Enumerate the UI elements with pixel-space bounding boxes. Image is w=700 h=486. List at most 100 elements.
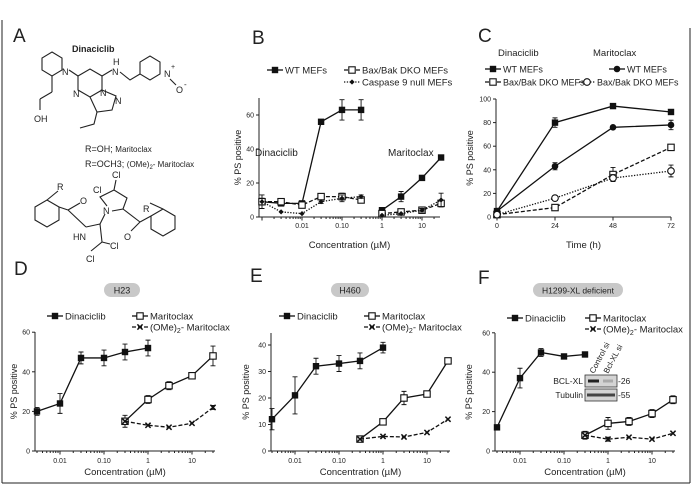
legend-label: WT MEFs: [627, 64, 667, 74]
charge-plus: +: [171, 64, 175, 71]
marker-x: [604, 436, 612, 443]
marker-x: [121, 418, 129, 425]
marker-diamond-filled: [419, 207, 425, 213]
marker-circle-open: [667, 167, 675, 175]
y-tick-label: 30: [258, 369, 266, 376]
marker-square-open: [165, 381, 173, 390]
marker-square-open: [667, 143, 675, 152]
x-tick-label: 24: [551, 223, 559, 230]
cell-line-badge-h1299: H1299-XL deficient: [533, 283, 623, 297]
band-tubulin: [587, 393, 615, 397]
x-tick-label: 0: [495, 223, 499, 230]
marker-diamond-filled: [339, 195, 345, 201]
y-tick-label: 100: [479, 97, 491, 104]
marker-square-filled: [560, 353, 568, 360]
legend-label: WT MEFs: [503, 64, 543, 74]
marker-diamond-filled: [278, 209, 284, 215]
y-tick-label: 0: [487, 215, 491, 222]
marker-square-filled: [667, 108, 675, 116]
marker-square-filled: [493, 424, 501, 431]
dinaciclib-structure: Dinaciclib OH N N N N N H N + O -: [34, 44, 187, 129]
y-tick-label: 0: [262, 449, 266, 456]
r-oh-line: R=OH; Maritoclax: [85, 144, 152, 154]
marker-square-filled: [33, 408, 41, 415]
marker-square-filled: [312, 363, 320, 370]
y-axis-label: % PS positive: [233, 130, 243, 186]
legend-item: Bax/Bak DKO MEFs: [579, 77, 679, 87]
legend-label: (OMe)2- Maritoclax: [382, 322, 462, 335]
marker-diamond-filled: [259, 199, 265, 205]
legend-label: Maritoclax: [382, 311, 426, 322]
marker-square-open: [669, 396, 677, 404]
series-2: [493, 119, 675, 215]
marker-square-open: [144, 395, 152, 404]
panel-letter-b: B: [252, 28, 265, 49]
legend-label: Bax/Bak DKO MEFs: [597, 77, 679, 87]
series-0: [268, 341, 387, 431]
marker-square-filled: [283, 312, 291, 320]
marker-x: [444, 416, 452, 423]
series-line: [381, 199, 442, 216]
legend-item: Bax/Bak DKO MEFs: [344, 65, 448, 76]
x-axis-label: Time (h): [566, 240, 601, 251]
chart-panel-f: 0 20 40 60 0.01 0.10 1 10 Concentration (µM) % PS…: [464, 313, 683, 478]
band-bclxl-knockdown: [603, 379, 613, 383]
marker-x: [400, 433, 408, 441]
cell-line-badge-h23: H23: [104, 283, 140, 297]
legend-item: Dinaciclib: [47, 311, 106, 322]
marker-x: [423, 429, 431, 436]
western-blot-inset: Control si Bcl-XL si BCL-XL Tubulin -26 …: [553, 341, 631, 402]
atom-cl: Cl: [86, 254, 95, 264]
legend-item: WT MEFs: [267, 65, 327, 76]
x-tick-label: 0.10: [97, 458, 111, 465]
marker-square-open: [317, 192, 325, 201]
marker-x: [625, 434, 633, 441]
atom-oh: OH: [34, 114, 48, 124]
atom-n: N: [112, 67, 119, 77]
legend-label: Bax/Bak DKO MEFs: [503, 77, 585, 87]
marker-square-open: [368, 312, 376, 320]
chart-panel-c: 0 20 40 60 80 100 0 24 48 72 Time (h) % PS positive…: [465, 64, 679, 251]
group-header-dinaciclib: Dinaciclib: [498, 48, 539, 59]
atom-cl: Cl: [93, 185, 102, 195]
marker-square-open: [188, 372, 196, 380]
legend-item: Dinaciclib: [279, 311, 338, 322]
atom-n: N: [100, 88, 107, 98]
marker-square-open: [648, 409, 656, 418]
marker-square-filled: [335, 360, 343, 367]
series-line: [496, 146, 672, 216]
dinaciclib-label: Dinaciclib: [72, 44, 115, 54]
x-tick-label: 0.10: [335, 223, 349, 230]
x-tick-label: 72: [667, 223, 675, 230]
series-line: [496, 170, 672, 216]
legend-item: (OMe)2- Maritoclax: [585, 324, 683, 337]
marker-square-filled: [357, 106, 365, 114]
panel-letter-f: F: [478, 268, 490, 289]
marker-square-filled: [537, 349, 545, 356]
y-tick-label: 20: [483, 191, 491, 198]
legend-item: Caspase 9 null MEFs: [344, 77, 453, 88]
y-tick-label: 60: [246, 113, 254, 120]
atom-n: N: [62, 67, 69, 77]
y-tick-label: 60: [483, 144, 491, 151]
marker-circle-open: [551, 194, 559, 202]
marker-square-filled: [291, 392, 299, 399]
marker-square-open: [277, 197, 285, 206]
marker-x: [356, 435, 364, 443]
series-1: [493, 143, 675, 219]
y-tick-label: 10: [258, 422, 266, 429]
marker-x: [379, 433, 387, 440]
legend-label: Maritoclax: [150, 311, 194, 322]
marker-x: [136, 323, 144, 331]
y-tick-label: 60: [482, 330, 490, 337]
marker-diamond-filled: [318, 199, 324, 205]
y-tick-label: 20: [246, 181, 254, 188]
dinaciclib-annotation: Dinaciclib: [255, 148, 298, 159]
group-header-maritoclax: Maritoclax: [593, 48, 637, 59]
x-tick-label: 48: [609, 223, 617, 230]
marker-x: [648, 436, 656, 443]
y-tick-label: 80: [483, 120, 491, 127]
marker-square-open: [444, 357, 452, 365]
cell-line-label: H23: [114, 286, 131, 296]
